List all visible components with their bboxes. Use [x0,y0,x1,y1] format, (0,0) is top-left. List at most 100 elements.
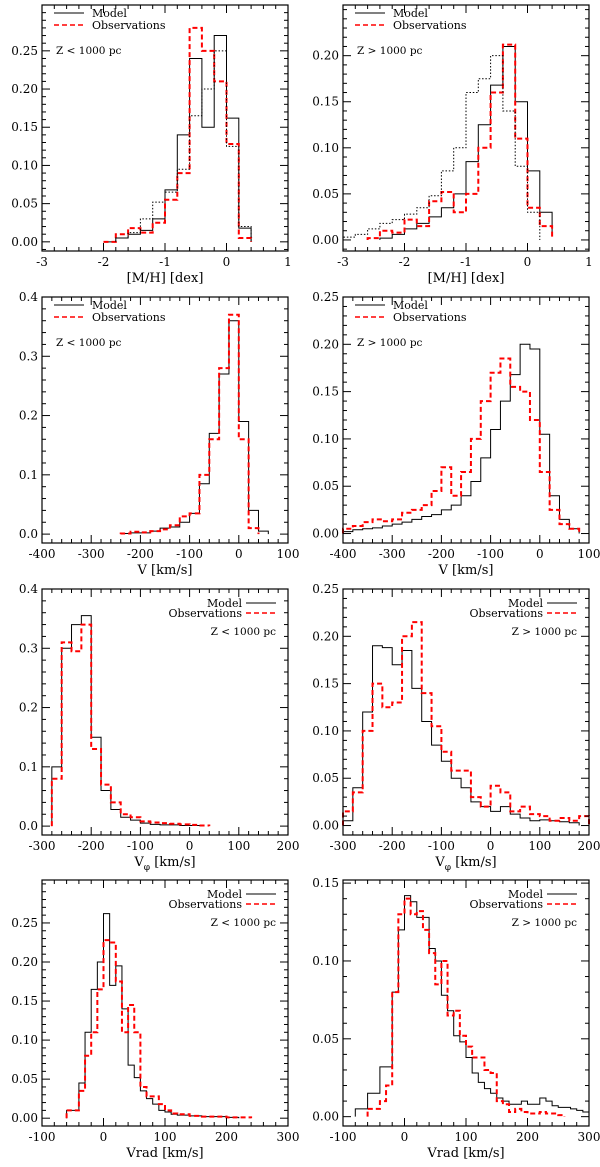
x-tick-label: 0 [401,1130,409,1144]
x-tick-label: 1 [585,255,593,269]
axes-frame [41,588,289,836]
model-histogram-5 [51,615,200,827]
axes-frame [41,296,289,544]
y-tick-label: 0.0 [19,819,38,833]
legend-label: Model [393,7,428,20]
x-tick-label: -200 [428,547,455,561]
y-tick-label: 0.05 [312,187,339,201]
x-tick-label: 100 [528,839,551,853]
x-axis-label: V [km/s] [137,563,193,578]
y-tick-label: 0.4 [19,582,38,596]
x-tick-label: 0 [223,255,231,269]
x-tick-label: -3 [36,255,48,269]
x-tick-label: -400 [330,547,357,561]
x-tick-label: 100 [154,1130,177,1144]
observations-histogram-6 [342,621,590,826]
y-tick-label: 0.10 [312,432,339,446]
y-tick-label: 0.10 [11,1033,38,1047]
legend-label: Observations [393,311,467,324]
y-tick-label: 0.4 [19,290,38,304]
x-tick-label: 0 [487,839,495,853]
y-tick-label: 0.20 [312,337,339,351]
x-tick-label: -300 [330,839,357,853]
y-tick-label: 0.15 [312,677,339,691]
x-axis-label: Vrad [km/s] [125,1146,203,1161]
y-tick-label: 0.2 [19,701,38,715]
x-tick-label: -100 [127,839,154,853]
y-tick-label: 0.05 [312,479,339,493]
legend-label: Model [92,299,127,312]
y-tick-label: 0.15 [11,120,38,134]
y-tick-label: 0.10 [11,158,38,172]
x-tick-label: -100 [428,839,455,853]
legend-label: Model [207,597,242,610]
y-tick-label: 0.1 [19,468,38,482]
y-tick-label: 0.25 [11,916,38,930]
chart-panel-3: -400 -300 -200 -100 0 100 0.0 0.1 0.2 0.3 0.4 V [km… [19,290,300,578]
y-tick-label: 0.00 [312,233,339,247]
x-tick-label: -100 [330,1130,357,1144]
x-tick-label: 200 [516,1130,539,1144]
legend-label: Model [207,888,242,901]
observations-histogram-8 [366,897,566,1117]
model-histogram-1 [103,35,252,243]
annotation: Z < 1000 pc [56,45,122,57]
annotation: Z > 1000 pc [512,626,578,638]
y-tick-label: 0.1 [19,760,38,774]
y-tick-label: 0.05 [312,771,339,785]
y-tick-label: 0.05 [312,1032,339,1046]
annotation: Z > 1000 pc [357,45,423,57]
x-tick-label: 0 [235,547,243,561]
x-axis-label: V [km/s] [438,563,494,578]
model-histogram-6 [342,645,580,826]
observations-histogram-7 [65,939,253,1119]
legend-label: Observations [393,19,467,32]
x-tick-label: -300 [379,547,406,561]
y-tick-label: 0.25 [11,44,38,58]
x-tick-label: -400 [29,547,56,561]
y-tick-label: 0.15 [312,385,339,399]
chart-panel-5: -300 -200 -100 0 100 200 0.0 0.1 0.2 0.3 0.4 Vφ [km… [19,582,300,873]
y-tick-label: 0.3 [19,349,38,363]
chart-panel-4: -400 -300 -200 -100 0 100 0.00 0.05 0.10 0.15 0.20… [312,290,600,578]
x-tick-label: 300 [578,1130,600,1144]
x-axis-label: Vφ [km/s] [133,855,195,873]
model-histogram-4 [342,343,580,534]
annotation: Z > 1000 pc [512,917,578,929]
legend-label: Observations [469,898,543,911]
x-tick-label: -2 [399,255,411,269]
y-tick-label: 0.0 [19,527,38,541]
y-tick-label: 0.20 [312,49,339,63]
annotation: Z < 1000 pc [211,626,277,638]
x-tick-label: 0 [524,255,532,269]
x-tick-label: -1 [460,255,472,269]
x-tick-label: 200 [277,839,300,853]
y-tick-label: 0.00 [11,1111,38,1125]
legend-label: Model [393,299,428,312]
observations-histogram-2 [366,43,554,240]
x-tick-label: 100 [578,547,600,561]
legend-label: Observations [92,19,166,32]
y-tick-label: 0.20 [312,629,339,643]
y-tick-label: 0.3 [19,641,38,655]
x-tick-label: 1 [284,255,292,269]
chart-panel-8: -100 0 100 200 300 0.00 0.05 0.10 0.15 Vrad [km/s… [312,876,600,1161]
annotation: Z < 1000 pc [211,917,277,929]
x-tick-label: 200 [578,839,600,853]
chart-panel-6: -300 -200 -100 0 100 200 0.00 0.05 0.10 0.15 0.20 0… [312,582,600,873]
x-axis-label: Vrad [km/s] [426,1146,504,1161]
y-tick-label: 0.20 [11,82,38,96]
annotation: Z > 1000 pc [357,337,423,349]
chart-panel-1: -3 -2 -1 0 1 0.00 0.05 0.10 0.15 0.20 0.25 [M/H] [d… [11,4,292,286]
x-tick-label: 200 [215,1130,238,1144]
y-tick-label: 0.2 [19,409,38,423]
y-tick-label: 0.10 [312,141,339,155]
x-tick-label: -100 [477,547,504,561]
x-axis-label: [M/H] [dex] [428,271,505,286]
legend-label: Observations [168,607,242,620]
model-histogram-8 [354,895,590,1117]
x-tick-label: -200 [78,839,105,853]
y-tick-label: 0.15 [312,876,339,890]
comparison-histogram-1 [115,50,252,242]
y-tick-label: 0.05 [11,197,38,211]
